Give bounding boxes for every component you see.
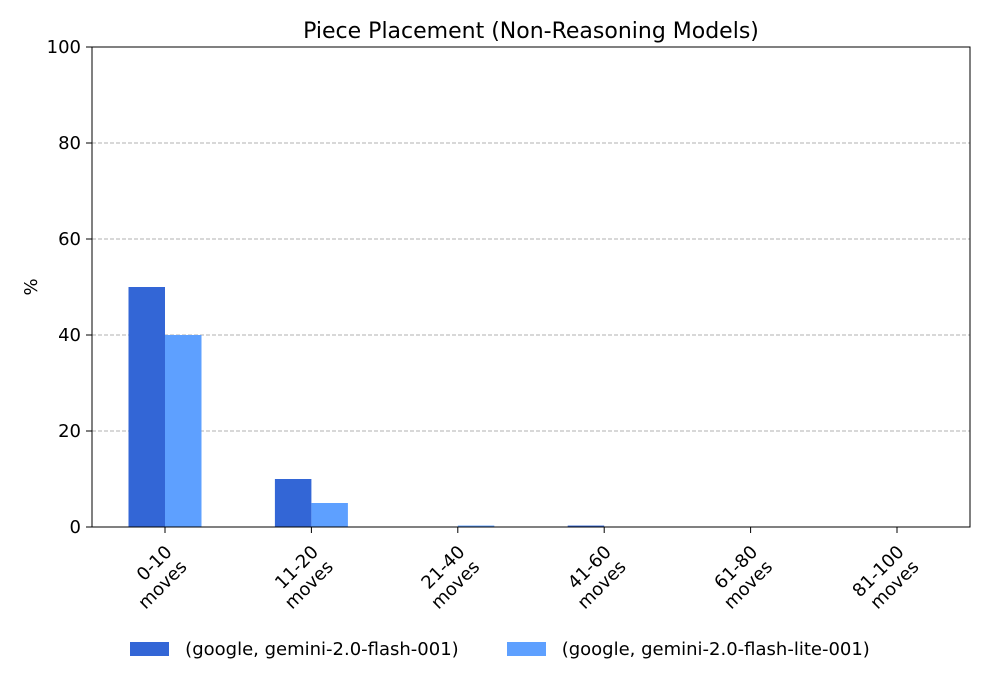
bar-1-4 bbox=[567, 525, 605, 527]
x-tick-label: 0-10moves bbox=[120, 542, 192, 614]
bar-1-1 bbox=[128, 287, 165, 527]
legend: (google, gemini-2.0-flash-001) (google, g… bbox=[0, 636, 1000, 662]
bars bbox=[128, 287, 605, 527]
legend-label: (google, gemini-2.0-flash-001) bbox=[185, 638, 459, 660]
y-axis: 0 20 40 60 80 100 bbox=[47, 37, 92, 538]
bar-2-1 bbox=[165, 335, 202, 527]
bar-2-2 bbox=[311, 503, 348, 527]
legend-swatch bbox=[130, 642, 170, 656]
legend-label: (google, gemini-2.0-flash-lite-001) bbox=[561, 638, 870, 660]
y-tick-label: 100 bbox=[47, 37, 81, 58]
y-tick-label: 0 bbox=[70, 517, 81, 538]
x-tick-label: 11-20moves bbox=[266, 542, 338, 614]
bar-2-3 bbox=[457, 525, 495, 527]
legend-item-2: (google, gemini-2.0-flash-lite-001) bbox=[506, 638, 870, 660]
plot-area-frame bbox=[91, 46, 971, 528]
y-tick-label: 80 bbox=[58, 133, 81, 154]
chart-title: Piece Placement (Non-Reasoning Models) bbox=[303, 19, 759, 44]
y-tick-label: 60 bbox=[58, 229, 81, 250]
legend-item-1: (google, gemini-2.0-flash-001) bbox=[130, 639, 459, 660]
x-tick-label: 81-100moves bbox=[849, 542, 924, 617]
y-tick-label: 40 bbox=[58, 325, 81, 346]
bar-1-2 bbox=[274, 479, 312, 527]
legend-swatch bbox=[506, 642, 546, 656]
y-tick-label: 20 bbox=[58, 421, 81, 442]
x-tick-label: 41-60moves bbox=[559, 542, 631, 614]
gridlines bbox=[92, 142, 970, 432]
x-tick-label: 21-40moves bbox=[412, 542, 484, 614]
x-tick-label: 61-80moves bbox=[705, 542, 777, 614]
y-axis-label: % bbox=[21, 278, 42, 295]
x-axis: 0-10moves 11-20moves 21-40moves 41-60moves 6… bbox=[120, 527, 924, 617]
